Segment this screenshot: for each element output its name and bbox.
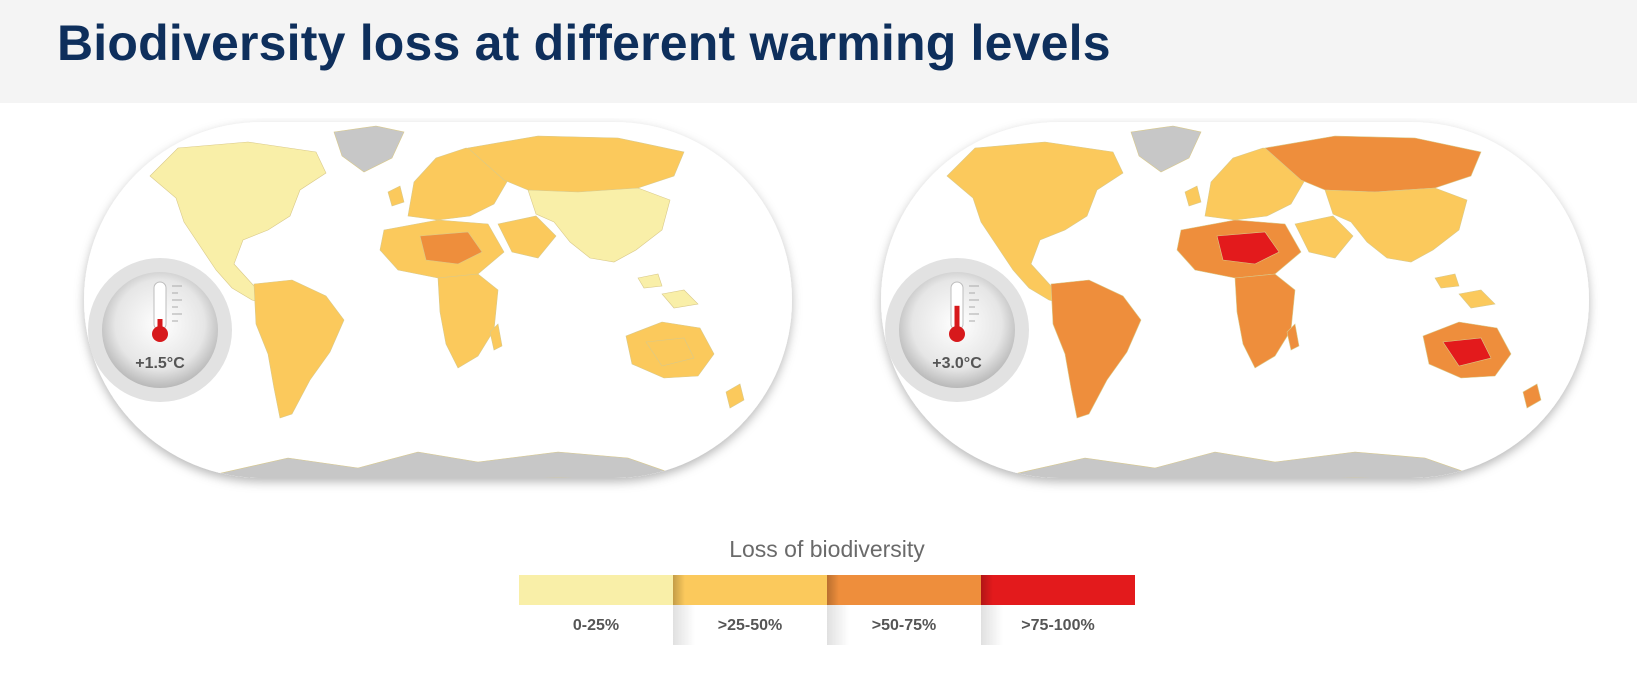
legend-color-bar xyxy=(519,575,1135,605)
world-map-1-5: +1.5°C xyxy=(58,118,818,510)
legend-label-75-100: >75-100% xyxy=(981,605,1135,645)
legend-label-0-25: 0-25% xyxy=(519,605,673,645)
legend-title: Loss of biodiversity xyxy=(519,536,1135,563)
legend-label-50-75: >50-75% xyxy=(827,605,981,645)
page-title: Biodiversity loss at different warming l… xyxy=(57,14,1111,72)
world-map-3-0: +3.0°C xyxy=(855,118,1615,510)
thermometer-bulb xyxy=(949,326,965,342)
legend-label-25-50: >25-50% xyxy=(673,605,827,645)
map-warming-1-5: +1.5°C xyxy=(58,118,818,510)
legend-labels: 0-25% >25-50% >50-75% >75-100% xyxy=(519,605,1135,645)
legend-swatch-25-50 xyxy=(673,575,827,605)
warming-level-label: +1.5°C xyxy=(135,355,185,372)
legend-swatch-50-75 xyxy=(827,575,981,605)
thermometer-bulb xyxy=(152,326,168,342)
title-bar: Biodiversity loss at different warming l… xyxy=(0,0,1637,103)
legend-swatch-0-25 xyxy=(519,575,673,605)
legend-swatch-75-100 xyxy=(981,575,1135,605)
warming-level-label: +3.0°C xyxy=(932,355,982,372)
map-warming-3-0: +3.0°C xyxy=(855,118,1615,510)
